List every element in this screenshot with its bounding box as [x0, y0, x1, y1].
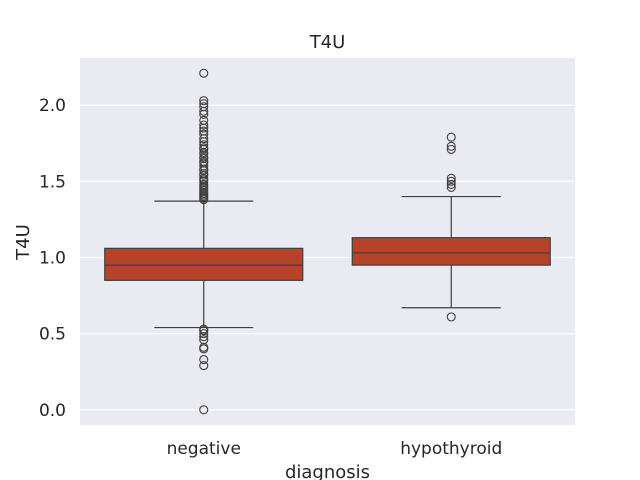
outlier-point: [446, 141, 456, 151]
outlier-point: [199, 109, 209, 119]
y-tick-label: 1.0: [39, 248, 66, 268]
outlier-point: [199, 361, 209, 371]
outlier-point: [446, 144, 456, 154]
y-axis-label: T4U: [13, 224, 34, 261]
outlier-point: [446, 179, 456, 189]
outlier-point: [199, 354, 209, 365]
outlier-point: [199, 123, 209, 133]
outlier-point: [446, 173, 456, 183]
outlier-point: [199, 170, 209, 180]
outlier-point: [199, 329, 209, 339]
outlier-point: [199, 195, 209, 205]
x-axis-label: diagnosis: [285, 462, 370, 480]
box-negative: [104, 68, 304, 415]
x-tick-label: hypothyroid: [400, 439, 502, 459]
outlier-point: [199, 344, 209, 354]
y-tick-label: 2.0: [39, 96, 66, 116]
outlier-point: [199, 134, 209, 144]
chart-title: T4U: [309, 32, 346, 53]
outlier-point: [199, 120, 209, 130]
iqr-box: [104, 247, 304, 281]
outlier-point: [446, 312, 456, 322]
outlier-point: [199, 405, 209, 415]
y-tick-label: 1.5: [39, 172, 66, 192]
y-tick-label: 0.0: [39, 401, 66, 421]
outlier-point: [199, 106, 209, 116]
outlier-point: [199, 96, 209, 106]
iqr-box: [351, 237, 551, 266]
outlier-point: [199, 332, 209, 342]
outlier-point: [199, 326, 209, 336]
x-ticks: negative hypothyroid: [167, 439, 503, 459]
y-ticks: 0.0 0.5 1.0 1.5 2.0: [39, 96, 66, 421]
outlier-point: [446, 182, 456, 192]
outlier-point: [446, 132, 456, 142]
x-tick-label: negative: [167, 439, 241, 459]
box-hypothyroid: [351, 132, 551, 322]
y-tick-label: 0.5: [39, 325, 66, 345]
outlier-point: [446, 176, 456, 186]
boxes: [104, 68, 551, 415]
outlier-point: [199, 68, 209, 78]
